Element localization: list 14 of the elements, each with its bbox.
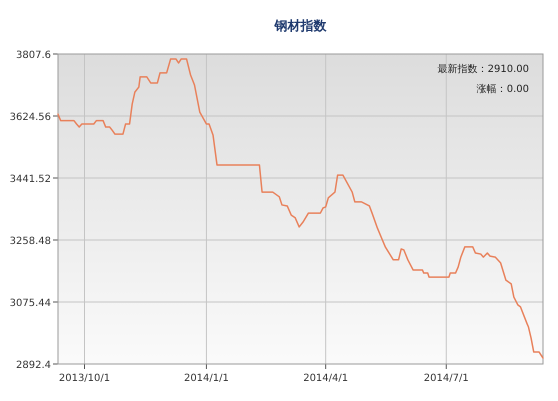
y-tick-label: 3807.6 <box>16 50 51 61</box>
y-tick-label: 3624.56 <box>10 112 51 123</box>
x-tick-label: 2014/1/1 <box>184 373 229 384</box>
x-tick-label: 2014/7/1 <box>424 373 469 384</box>
x-tick-label: 2014/4/1 <box>303 373 348 384</box>
annotation: 最新指数：2910.00 <box>438 63 529 75</box>
x-tick-label: 2013/10/1 <box>58 373 110 384</box>
y-tick-label: 2892.4 <box>16 360 51 371</box>
y-tick-label: 3075.44 <box>10 298 51 309</box>
annotation: 涨幅：0.00 <box>476 83 529 95</box>
line-series <box>57 58 544 359</box>
chart-title: 钢材指数 <box>274 19 328 34</box>
y-tick-label: 3258.48 <box>10 236 51 247</box>
y-tick-label: 3441.52 <box>10 174 51 185</box>
